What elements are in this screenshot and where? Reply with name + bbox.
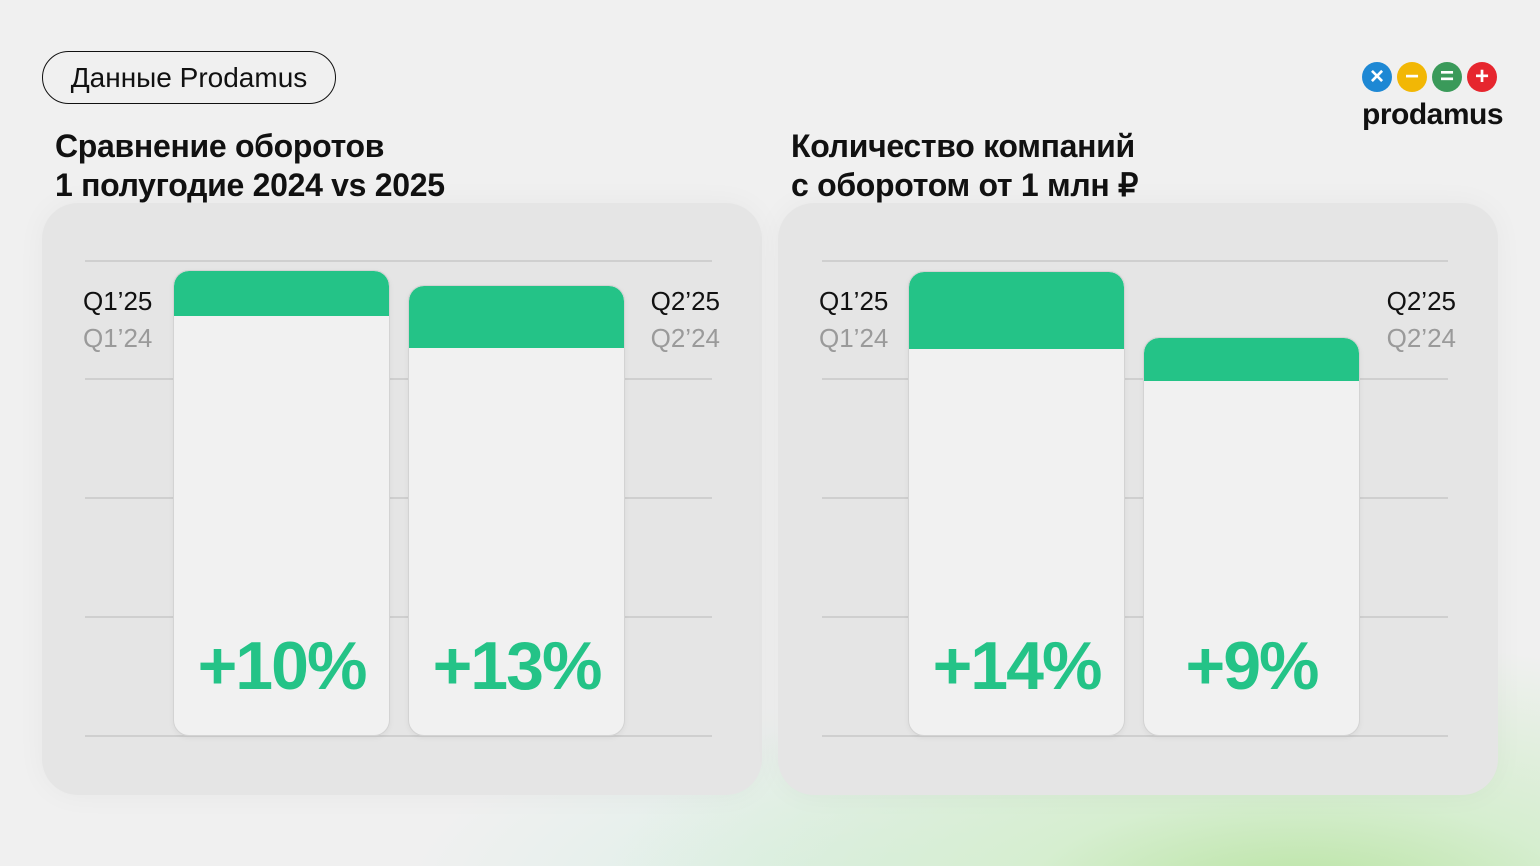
category-label: Q1’25 xyxy=(83,286,153,316)
growth-label: +9% xyxy=(1185,628,1320,704)
gridline xyxy=(85,497,712,499)
category-label: Q2’25 xyxy=(650,286,720,316)
growth-label: +14% xyxy=(932,628,1103,704)
title-line: Сравнение оборотов xyxy=(55,128,385,164)
category-label: Q2’24 xyxy=(1386,323,1456,353)
bar-growth-cap xyxy=(909,272,1124,349)
source-badge: Данные Prodamus xyxy=(42,51,336,104)
plus-icon: + xyxy=(1467,62,1497,92)
growth-label: +10% xyxy=(197,628,368,704)
title-line: 1 полугодие 2024 vs 2025 xyxy=(55,167,445,203)
category-label: Q1’25 xyxy=(819,286,889,316)
bar: +13% xyxy=(408,285,625,736)
gridline xyxy=(822,378,1448,380)
category-label: Q2’25 xyxy=(1386,286,1456,316)
chart-title-turnover: Сравнение оборотов 1 полугодие 2024 vs 2… xyxy=(55,127,445,205)
bar-growth-cap xyxy=(174,271,389,316)
category-label: Q1’24 xyxy=(819,323,889,353)
category-label: Q2’24 xyxy=(650,323,720,353)
logo-text: prodamus xyxy=(1362,98,1504,131)
chart-panel: +14% +9% Q1’25 Q1’24 Q2’25 Q2’24 xyxy=(778,203,1498,795)
title-line: с оборотом от 1 млн ₽ xyxy=(791,167,1139,203)
bar: +10% xyxy=(173,270,390,736)
gridline xyxy=(85,260,712,262)
growth-label: +13% xyxy=(432,628,603,704)
gridline xyxy=(85,735,712,737)
chart-panel: +10% +13% Q1’25 Q1’24 Q2’25 Q2’24 xyxy=(42,203,762,795)
title-line: Количество компаний xyxy=(791,128,1135,164)
multiply-icon: × xyxy=(1362,62,1392,92)
bar-growth-cap xyxy=(409,286,624,348)
gridline xyxy=(822,497,1448,499)
bar: +14% xyxy=(908,271,1125,736)
chart-title-companies: Количество компаний с оборотом от 1 млн … xyxy=(791,127,1138,205)
gridline xyxy=(822,260,1448,262)
gridline xyxy=(822,616,1448,618)
minus-icon: − xyxy=(1397,62,1427,92)
equals-icon: = xyxy=(1432,62,1462,92)
gridline xyxy=(822,735,1448,737)
bar: +9% xyxy=(1143,337,1360,736)
gridline xyxy=(85,616,712,618)
category-label: Q1’24 xyxy=(83,323,153,353)
gridline xyxy=(85,378,712,380)
bar-growth-cap xyxy=(1144,338,1359,381)
